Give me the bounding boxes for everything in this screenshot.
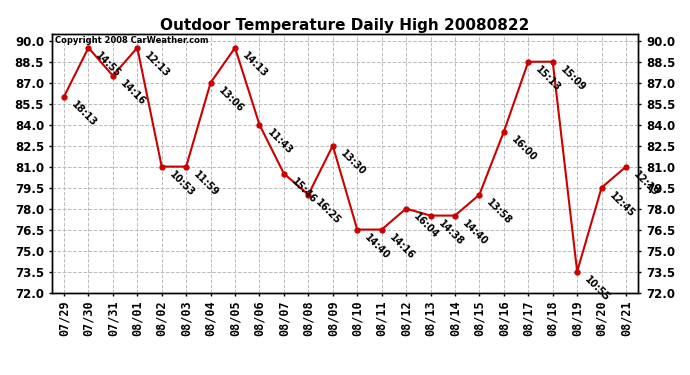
Text: 13:30: 13:30 [338, 148, 367, 177]
Text: 16:25: 16:25 [314, 197, 343, 226]
Text: 14:40: 14:40 [460, 218, 489, 248]
Text: 14:40: 14:40 [363, 232, 392, 261]
Text: 14:13: 14:13 [241, 51, 270, 80]
Text: Copyright 2008 CarWeather.com: Copyright 2008 CarWeather.com [55, 36, 208, 45]
Text: 12:45: 12:45 [607, 190, 636, 219]
Text: 15:09: 15:09 [558, 64, 587, 93]
Text: 15:13: 15:13 [534, 64, 563, 93]
Text: 16:04: 16:04 [412, 211, 441, 240]
Text: 11:59: 11:59 [192, 170, 221, 198]
Text: 16:00: 16:00 [509, 134, 538, 164]
Text: 14:55: 14:55 [94, 51, 123, 80]
Text: 14:16: 14:16 [387, 232, 416, 261]
Text: 14:16: 14:16 [119, 78, 148, 108]
Text: 11:43: 11:43 [265, 128, 294, 156]
Text: 18:13: 18:13 [70, 99, 99, 129]
Text: 12:13: 12:13 [143, 51, 172, 80]
Text: 15:46: 15:46 [290, 176, 319, 206]
Text: 13:06: 13:06 [216, 86, 245, 114]
Text: 10:53: 10:53 [167, 170, 196, 198]
Text: 14:38: 14:38 [436, 218, 465, 248]
Text: 12:19: 12:19 [631, 170, 660, 198]
Text: 10:55: 10:55 [583, 274, 612, 303]
Text: 13:58: 13:58 [485, 197, 514, 226]
Title: Outdoor Temperature Daily High 20080822: Outdoor Temperature Daily High 20080822 [160, 18, 530, 33]
